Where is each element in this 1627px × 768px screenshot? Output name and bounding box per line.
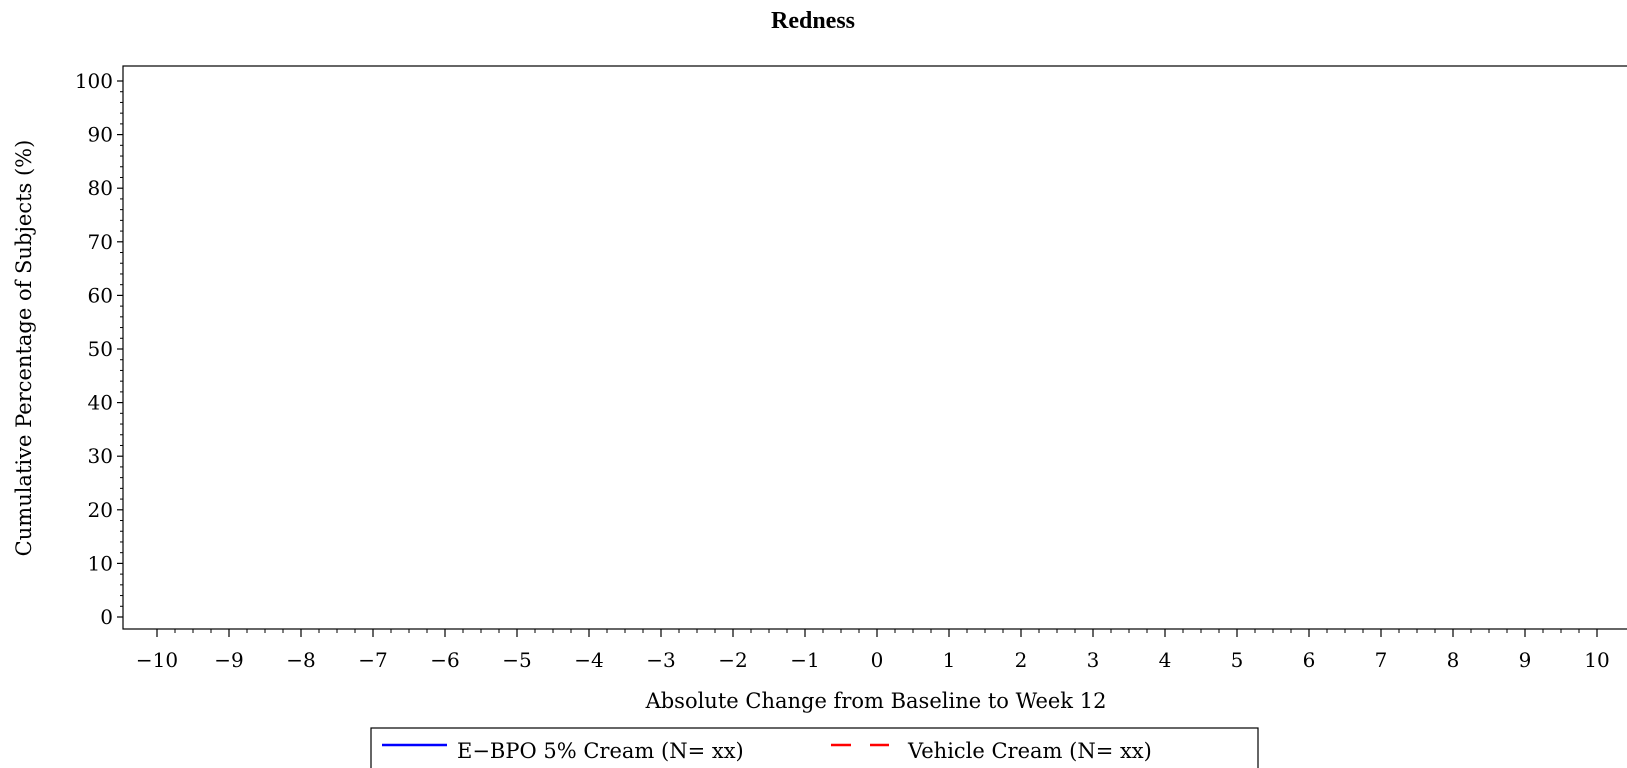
legend-box — [370, 727, 1259, 768]
y-axis: 0 10 20 30 40 50 60 70 80 90 100 — [75, 69, 123, 629]
x-tick-label: −3 — [646, 648, 675, 672]
y-tick-label: 50 — [88, 337, 113, 361]
x-tick-label: 8 — [1447, 648, 1460, 672]
y-tick-label: 10 — [88, 551, 113, 575]
x-tick-label: 5 — [1231, 648, 1244, 672]
y-tick-label: 70 — [88, 230, 113, 254]
x-axis: −10 −9 −8 −7 −6 −5 −4 −3 −2 −1 0 1 2 3 4 5 6 7 8 9 10 — [136, 629, 1610, 672]
y-tick-label: 90 — [88, 123, 113, 147]
legend-label-vehicle: Vehicle Cream (N= xx) — [907, 739, 1152, 763]
x-tick-label: 1 — [943, 648, 956, 672]
x-tick-label: 4 — [1159, 648, 1172, 672]
x-tick-label: 0 — [871, 648, 884, 672]
plot-area — [122, 65, 1627, 630]
x-tick-label: 7 — [1375, 648, 1388, 672]
x-tick-label: −10 — [136, 648, 178, 672]
x-tick-label: −8 — [286, 648, 315, 672]
y-tick-label: 0 — [100, 605, 113, 629]
x-tick-label: 10 — [1584, 648, 1609, 672]
x-tick-label: 6 — [1303, 648, 1316, 672]
x-tick-label: −6 — [430, 648, 459, 672]
y-tick-label: 40 — [88, 391, 113, 415]
x-tick-label: −9 — [214, 648, 243, 672]
x-tick-label: −1 — [790, 648, 819, 672]
chart-title: Redness — [771, 8, 855, 34]
x-axis-label: Absolute Change from Baseline to Week 12 — [645, 689, 1107, 713]
x-tick-label: 9 — [1519, 648, 1532, 672]
x-tick-label: −7 — [358, 648, 387, 672]
legend-label-e-bpo: E−BPO 5% Cream (N= xx) — [457, 739, 744, 763]
y-tick-label: 100 — [75, 69, 113, 93]
x-tick-label: −4 — [574, 648, 603, 672]
y-tick-label: 80 — [88, 176, 113, 200]
x-tick-label: −2 — [718, 648, 747, 672]
x-tick-label: 2 — [1015, 648, 1028, 672]
y-tick-label: 20 — [88, 498, 113, 522]
x-tick-label: 3 — [1087, 648, 1100, 672]
x-tick-label: −5 — [502, 648, 531, 672]
y-tick-label: 30 — [88, 444, 113, 468]
legend: E−BPO 5% Cream (N= xx) Vehicle Cream (N=… — [370, 727, 1259, 768]
y-axis-label: Cumulative Percentage of Subjects (%) — [12, 140, 36, 557]
y-tick-label: 60 — [88, 283, 113, 307]
